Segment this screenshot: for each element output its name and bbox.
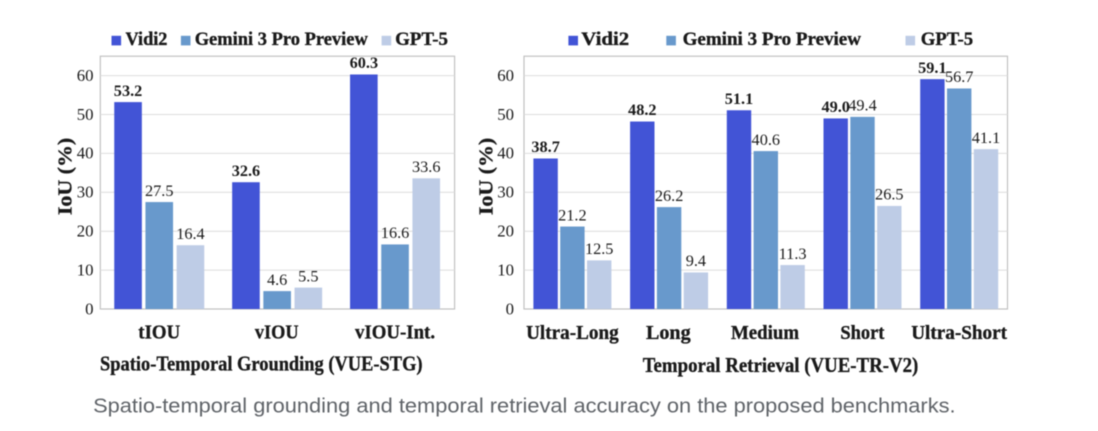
svg-text:Vidi2: Vidi2 [581, 29, 629, 50]
svg-text:IoU (%): IoU (%) [55, 138, 77, 215]
svg-text:33.6: 33.6 [412, 157, 441, 176]
svg-text:60: 60 [497, 66, 514, 85]
svg-text:5.5: 5.5 [298, 266, 318, 285]
svg-text:40.6: 40.6 [752, 130, 781, 149]
svg-text:40: 40 [77, 144, 94, 163]
svg-text:9.4: 9.4 [686, 251, 706, 270]
svg-text:10: 10 [497, 260, 514, 279]
svg-text:GPT-5: GPT-5 [395, 29, 448, 50]
svg-text:GPT-5: GPT-5 [921, 29, 973, 50]
svg-text:49.0: 49.0 [821, 97, 850, 116]
svg-text:50: 50 [497, 105, 514, 124]
svg-text:20: 20 [77, 222, 94, 241]
svg-text:Medium: Medium [731, 322, 799, 344]
svg-text:4.6: 4.6 [267, 270, 287, 289]
svg-text:vIOU: vIOU [255, 321, 299, 343]
svg-text:tIOU: tIOU [138, 321, 180, 343]
svg-text:56.7: 56.7 [945, 67, 974, 86]
svg-text:53.2: 53.2 [114, 81, 143, 100]
svg-text:Vidi2: Vidi2 [126, 29, 168, 50]
svg-text:Ultra-Long: Ultra-Long [526, 322, 619, 344]
svg-text:Spatio-temporal grounding and: Spatio-temporal grounding and temporal r… [93, 396, 955, 418]
svg-text:Ultra-Short: Ultra-Short [911, 322, 1007, 344]
svg-text:12.5: 12.5 [585, 239, 614, 258]
svg-text:vIOU-Int.: vIOU-Int. [355, 321, 435, 343]
svg-text:Temporal Retrieval (VUE-TR-V2): Temporal Retrieval (VUE-TR-V2) [643, 353, 919, 377]
svg-text:50: 50 [77, 105, 94, 124]
svg-text:38.7: 38.7 [531, 137, 560, 156]
svg-text:59.1: 59.1 [918, 58, 947, 77]
svg-text:26.5: 26.5 [875, 185, 904, 204]
svg-text:0: 0 [85, 299, 93, 318]
svg-text:IoU (%): IoU (%) [476, 138, 498, 215]
svg-text:Spatio-Temporal Grounding (VUE: Spatio-Temporal Grounding (VUE-STG) [100, 351, 423, 375]
svg-text:48.2: 48.2 [628, 100, 657, 119]
svg-text:11.3: 11.3 [779, 244, 807, 263]
svg-text:26.2: 26.2 [655, 186, 684, 205]
svg-text:21.2: 21.2 [558, 205, 587, 224]
svg-text:60.3: 60.3 [350, 53, 379, 72]
svg-text:30: 30 [77, 183, 94, 202]
svg-text:20: 20 [497, 222, 514, 241]
svg-text:49.4: 49.4 [848, 96, 877, 115]
svg-text:Short: Short [840, 322, 884, 344]
svg-text:16.4: 16.4 [176, 224, 205, 243]
svg-text:41.1: 41.1 [972, 128, 1001, 147]
svg-text:30: 30 [497, 183, 514, 202]
svg-text:27.5: 27.5 [145, 181, 174, 200]
svg-text:Long: Long [646, 322, 691, 344]
svg-text:10: 10 [77, 260, 94, 279]
svg-text:40: 40 [497, 144, 514, 163]
svg-text:16.6: 16.6 [381, 223, 410, 242]
svg-text:32.6: 32.6 [232, 161, 261, 180]
svg-text:60: 60 [77, 66, 94, 85]
svg-text:Gemini 3 Pro Preview: Gemini 3 Pro Preview [195, 29, 368, 50]
svg-text:0: 0 [506, 299, 514, 318]
svg-text:51.1: 51.1 [725, 89, 754, 108]
svg-text:Gemini 3 Pro Preview: Gemini 3 Pro Preview [683, 29, 862, 50]
